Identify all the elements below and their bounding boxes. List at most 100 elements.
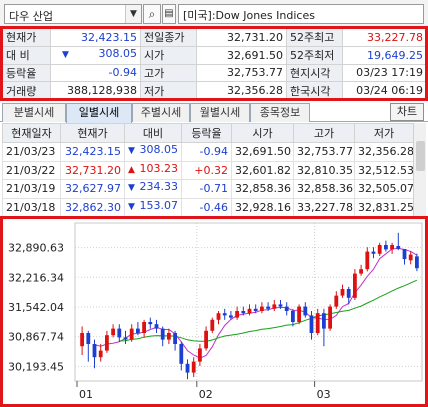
candle-body <box>160 328 165 340</box>
symbol-toolbar: 다우 산업 ▼ ⌕ ▤ [미국]:Dow Jones Indices <box>0 0 428 28</box>
candle-body <box>204 330 208 349</box>
high-cell: 32,753.77 <box>293 142 355 162</box>
symbol-name: 다우 산업 <box>9 10 53 23</box>
low-cell: 32,356.28 <box>354 142 414 162</box>
column-header[interactable]: 저가 <box>354 123 414 143</box>
y-tick-label: 32,216.34 <box>8 271 64 284</box>
quote-value-text: 33,227.78 <box>367 30 423 44</box>
y-tick-label: 30,193.45 <box>8 360 64 373</box>
tab-minute[interactable]: 분별시세 <box>2 103 66 122</box>
quote-value-text: 32,691.50 <box>227 48 283 62</box>
price-cell: 32,862.30 <box>60 197 125 217</box>
quote-label: 현재가 <box>2 28 51 47</box>
candle-body <box>80 333 84 347</box>
candle-body <box>315 313 320 333</box>
candle-body <box>173 333 177 344</box>
candle-body <box>216 313 221 320</box>
candle-body <box>359 269 363 274</box>
tab-stock-info[interactable]: 종목정보 <box>250 103 310 122</box>
tab-weekly[interactable]: 주별시세 <box>132 103 190 122</box>
candle-body <box>334 295 339 307</box>
table-scrollbar[interactable] <box>413 123 426 216</box>
candle-body <box>179 344 184 364</box>
rate-cell: -0.94 <box>181 142 232 162</box>
candle-body <box>98 350 103 358</box>
symbol-select[interactable]: 다우 산업 ▼ <box>4 4 142 24</box>
save-button[interactable]: ▤ <box>162 4 176 24</box>
quote-value-text: 03/23 17:19 <box>356 66 423 80</box>
change-value: 234.33 <box>139 180 179 194</box>
table-row[interactable]: 21/03/22 32,731.20 ▲ 103.23 +0.32 32,601.82 32… <box>2 160 414 180</box>
x-tick-label: 03 <box>317 388 331 401</box>
candle-body <box>129 328 134 340</box>
chevron-down-icon[interactable]: ▼ <box>125 5 141 23</box>
candle-body <box>377 245 382 254</box>
quote-label: 거래량 <box>2 81 51 100</box>
candle-body <box>136 328 140 333</box>
table-row[interactable]: 21/03/23 32,423.15 ▼ 308.05 -0.94 32,691.50 32… <box>2 142 414 162</box>
quote-label: 대 비 <box>2 45 51 65</box>
candle-body <box>402 249 407 260</box>
open-cell: 32,601.82 <box>231 160 294 180</box>
candle-body <box>241 311 246 314</box>
rate-cell: +0.32 <box>181 160 232 180</box>
plot-area <box>74 222 423 382</box>
table-row[interactable]: 21/03/18 32,862.30 ▼ 153.07 -0.46 32,928.16 33… <box>2 197 414 217</box>
open-cell: 32,858.36 <box>231 179 294 199</box>
quote-value: 32,356.28 <box>196 81 287 100</box>
quote-value-text: -0.94 <box>108 66 137 80</box>
quote-value-text: 03/24 06:19 <box>356 84 423 98</box>
candle-body <box>353 273 357 298</box>
up-arrow-icon: ▲ <box>128 164 135 175</box>
candle-body <box>148 322 153 325</box>
date-cell: 21/03/23 <box>2 142 61 162</box>
candle-body <box>371 251 376 254</box>
quote-value: 03/23 17:19 <box>342 63 427 83</box>
quote-value-text: 32,423.15 <box>81 30 137 44</box>
tab-bar: 분별시세 일별시세 주별시세 월별시세 종목정보 차트 <box>0 102 428 123</box>
open-cell: 32,691.50 <box>231 142 294 162</box>
candle-body <box>278 304 283 307</box>
x-tick-label: 01 <box>79 388 93 401</box>
chart-button[interactable]: 차트 <box>390 103 424 121</box>
candle-body <box>272 304 277 309</box>
candle-body <box>346 289 351 298</box>
column-header[interactable]: 고가 <box>293 123 355 143</box>
candle-body <box>390 245 394 250</box>
candle-body <box>303 306 308 316</box>
tab-daily[interactable]: 일별시세 <box>66 103 132 123</box>
open-cell: 32,928.16 <box>231 197 294 217</box>
high-cell: 32,858.36 <box>293 179 355 199</box>
change-value: 153.07 <box>139 198 179 212</box>
candle-body <box>92 344 97 358</box>
down-arrow-icon: ▼ <box>62 50 69 61</box>
candle-body <box>260 306 264 311</box>
candle-body <box>191 361 196 373</box>
column-header[interactable]: 대비 <box>124 123 182 143</box>
table-row[interactable]: 21/03/19 32,627.97 ▼ 234.33 -0.71 32,858.36 32… <box>2 179 414 199</box>
candle-body <box>123 337 128 340</box>
column-header[interactable]: 현재가 <box>60 123 125 143</box>
search-button[interactable]: ⌕ <box>143 4 161 24</box>
candle-body <box>340 289 345 296</box>
quote-row: 등락율 -0.94 고가 32,753.77 현지시각 03/23 17:19 <box>2 63 427 83</box>
high-cell: 33,227.78 <box>293 197 355 217</box>
candle-body <box>408 254 413 261</box>
date-cell: 21/03/19 <box>2 179 61 199</box>
candle-body <box>235 311 239 318</box>
candle-body <box>222 313 227 316</box>
price-cell: 32,423.15 <box>60 142 125 162</box>
candle-body <box>253 308 258 311</box>
date-cell: 21/03/22 <box>2 160 61 180</box>
change-cell: ▼ 153.07 <box>124 197 182 217</box>
y-tick-label: 30,867.74 <box>8 331 64 344</box>
candle-body <box>396 246 401 249</box>
quote-value-text: 19,649.25 <box>367 48 423 62</box>
column-header[interactable]: 현재일자 <box>2 123 61 143</box>
column-header[interactable]: 등락율 <box>181 123 232 143</box>
column-header[interactable]: 시가 <box>231 123 294 143</box>
tab-monthly[interactable]: 월별시세 <box>190 103 250 122</box>
candle-body <box>284 306 289 311</box>
scroll-thumb[interactable] <box>416 141 425 171</box>
quote-highlight-frame <box>0 26 428 101</box>
